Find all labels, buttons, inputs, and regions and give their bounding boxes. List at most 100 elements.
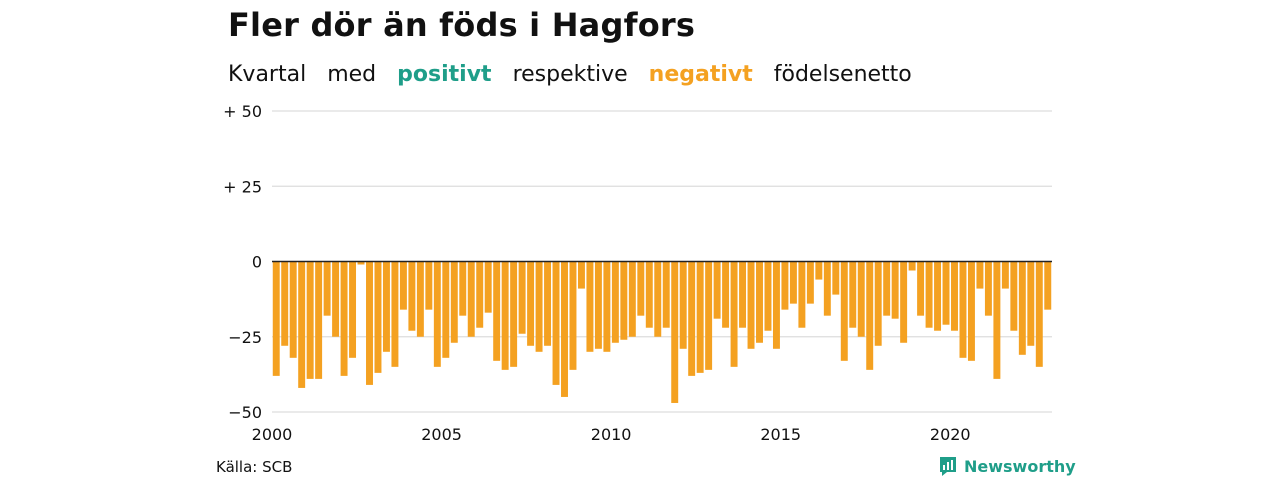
- bar: [374, 261, 382, 373]
- bar: [883, 261, 891, 316]
- bar: [747, 261, 755, 349]
- bar: [900, 261, 908, 343]
- y-tick-label: −25: [228, 328, 262, 347]
- bar: [976, 261, 984, 289]
- bar: [577, 261, 585, 289]
- y-tick-label: + 25: [223, 177, 262, 196]
- bar: [315, 261, 323, 379]
- bar: [671, 261, 679, 403]
- bar: [891, 261, 899, 319]
- bar: [679, 261, 687, 349]
- x-tick-label: 2020: [930, 425, 971, 444]
- bar: [645, 261, 653, 328]
- y-tick-label: −50: [228, 403, 262, 422]
- bar: [781, 261, 789, 310]
- bar: [620, 261, 628, 340]
- bar: [840, 261, 848, 361]
- bar: [433, 261, 441, 367]
- source-note: Källa: SCB: [216, 458, 293, 476]
- bar: [908, 261, 916, 271]
- bar: [408, 261, 416, 331]
- bar: [688, 261, 696, 376]
- bar: [789, 261, 797, 304]
- bar: [722, 261, 730, 328]
- bar: [628, 261, 636, 337]
- bar: [713, 261, 721, 319]
- bar: [951, 261, 958, 331]
- y-tick-label: + 50: [223, 102, 262, 121]
- bar: [298, 261, 306, 388]
- subtitle-word-respektive: respektive: [512, 62, 628, 87]
- bar: [967, 261, 975, 361]
- bar: [586, 261, 594, 352]
- bar: [493, 261, 501, 361]
- bar: [806, 261, 814, 304]
- bar: [823, 261, 831, 316]
- bar: [416, 261, 424, 337]
- bar: [637, 261, 645, 316]
- bar: [306, 261, 314, 379]
- bar: [832, 261, 840, 295]
- bar: [1018, 261, 1026, 355]
- bar: [730, 261, 738, 367]
- bar: [603, 261, 611, 352]
- bar: [518, 261, 526, 334]
- bar: [569, 261, 577, 370]
- bar: [484, 261, 492, 313]
- bar: [866, 261, 874, 370]
- bar: [289, 261, 297, 358]
- x-tick-label: 2015: [760, 425, 801, 444]
- bar: [1027, 261, 1035, 346]
- bar: [654, 261, 662, 337]
- bar: [425, 261, 433, 310]
- bar: [510, 261, 518, 367]
- x-tick-label: 2005: [421, 425, 462, 444]
- bar: [366, 261, 373, 385]
- y-tick-label: 0: [252, 253, 262, 272]
- bar: [382, 261, 390, 352]
- bar: [764, 261, 772, 331]
- bar: [772, 261, 780, 349]
- subtitle-word-kvartal: Kvartal: [228, 62, 307, 87]
- bar: [874, 261, 882, 346]
- bar: [993, 261, 1001, 379]
- bar: [925, 261, 933, 328]
- bar: [391, 261, 399, 367]
- bar: [340, 261, 348, 376]
- bar: [798, 261, 806, 328]
- bar: [849, 261, 857, 328]
- bar: [535, 261, 543, 352]
- bar: [959, 261, 967, 358]
- bar: [756, 261, 763, 343]
- subtitle-word-med: med: [327, 62, 377, 87]
- subtitle-positive-label: positivt: [397, 62, 492, 87]
- bar: [442, 261, 450, 358]
- bar: [544, 261, 552, 346]
- bar: [857, 261, 865, 337]
- bar: [552, 261, 560, 385]
- bar: [934, 261, 942, 331]
- bar: [1044, 261, 1052, 310]
- bar: [611, 261, 619, 343]
- bar: [696, 261, 704, 373]
- bar: [705, 261, 713, 370]
- bar: [399, 261, 407, 310]
- bar: [1035, 261, 1043, 367]
- bar: [450, 261, 458, 343]
- bar: [942, 261, 950, 325]
- bar: [917, 261, 925, 316]
- x-tick-label: 2000: [252, 425, 293, 444]
- bar: [272, 261, 280, 376]
- chart-title: Fler dör än föds i Hagfors: [228, 6, 696, 44]
- x-tick-label: 2010: [591, 425, 632, 444]
- bar: [459, 261, 467, 316]
- subtitle-word-fodelsenetto: födelsenetto: [773, 62, 912, 87]
- bar: [467, 261, 475, 337]
- bar: [323, 261, 331, 316]
- chart-subtitle: Kvartal med positivt respektive negativt…: [228, 62, 926, 87]
- bar: [281, 261, 289, 346]
- bar: [815, 261, 823, 280]
- bar: [662, 261, 670, 328]
- brand-name: Newsworthy: [964, 456, 1076, 476]
